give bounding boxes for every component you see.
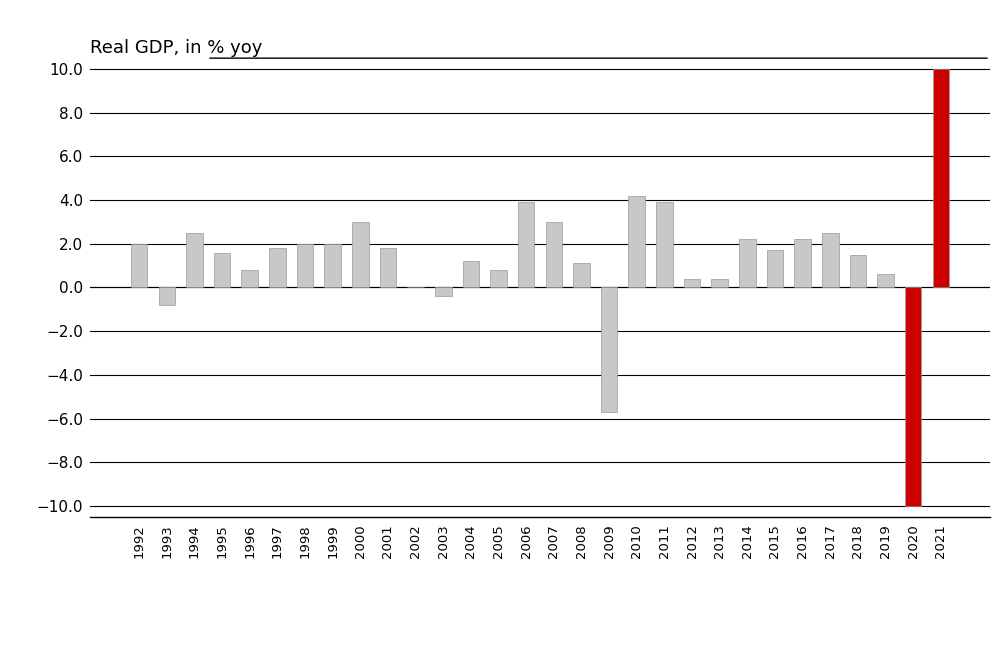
Bar [490,270,507,287]
Bar [297,244,313,287]
Bar [739,240,756,287]
Bar [794,240,811,287]
Bar [628,196,645,287]
Bar [324,244,341,287]
Bar [518,202,534,287]
Bar [269,248,286,287]
Bar [159,287,175,305]
Bar [435,287,452,297]
Bar [656,202,673,287]
Bar [573,264,590,287]
Text: Real GDP, in % yoy: Real GDP, in % yoy [90,39,262,57]
Bar [711,278,728,287]
Bar [905,287,921,506]
Bar [463,261,479,287]
Bar [822,233,839,287]
Bar [214,253,230,287]
Bar [850,255,866,287]
Bar [352,222,369,287]
Bar [767,251,783,287]
Bar [241,270,258,287]
Bar [877,275,894,287]
Bar [601,287,617,412]
Bar [546,222,562,287]
Bar [131,244,147,287]
Bar [684,278,700,287]
Bar [380,248,396,287]
Bar [186,233,203,287]
Bar [933,69,949,287]
